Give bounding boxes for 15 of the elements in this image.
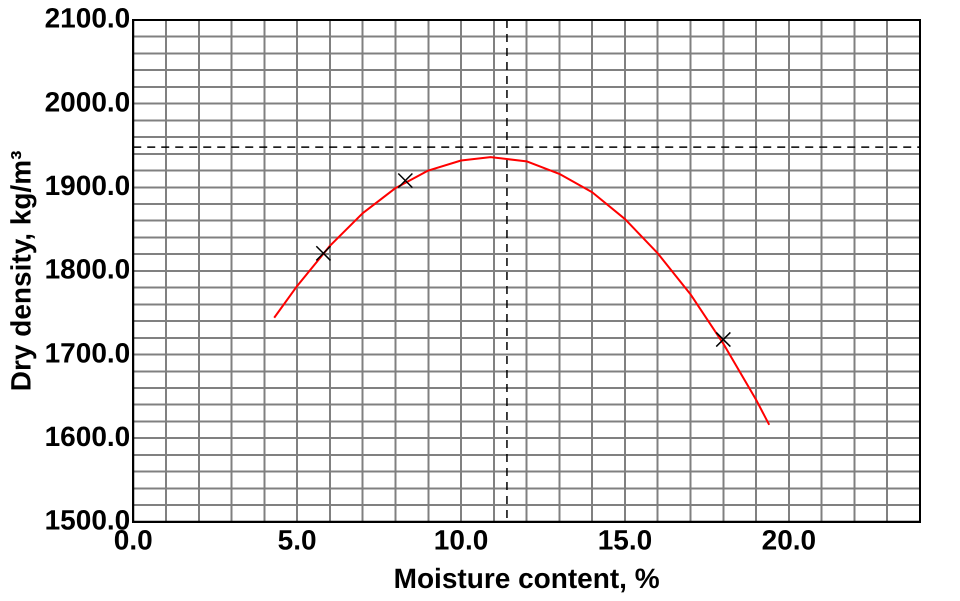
y-tick-label: 1700.0 xyxy=(44,337,130,368)
y-tick-label: 2100.0 xyxy=(44,2,130,34)
y-tick-label: 1900.0 xyxy=(44,170,130,201)
y-axis-title: Dry density, kg/m³ xyxy=(6,150,37,392)
x-axis-title: Moisture content, % xyxy=(394,562,660,594)
x-tick-label: 15.0 xyxy=(598,524,652,556)
y-tick-label: 1600.0 xyxy=(44,420,130,452)
point xyxy=(316,246,332,262)
x-tick-label: 10.0 xyxy=(434,524,488,556)
x-tick-label: 20.0 xyxy=(762,524,816,556)
y-tick-label: 2000.0 xyxy=(44,86,130,118)
x-tick-label: 5.0 xyxy=(278,524,317,556)
y-tick-label: 1800.0 xyxy=(44,254,130,285)
point xyxy=(715,332,732,348)
point xyxy=(398,172,414,188)
